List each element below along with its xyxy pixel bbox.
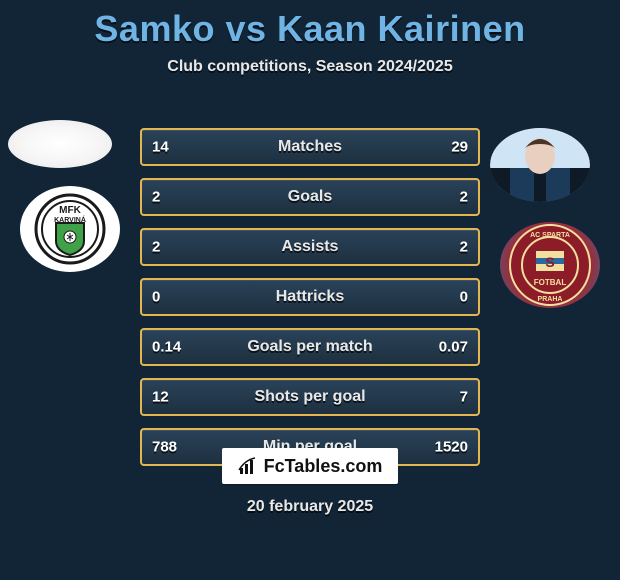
stat-right-value: 7: [460, 389, 468, 406]
stat-label: Goals: [142, 188, 478, 206]
page-subtitle: Club competitions, Season 2024/2025: [0, 58, 620, 76]
stat-label: Shots per goal: [142, 388, 478, 406]
stats-table: 14Matches292Goals22Assists20Hattricks00.…: [140, 128, 480, 478]
bar-chart-icon: [238, 456, 258, 476]
player-photo-icon: [490, 128, 590, 202]
stat-right-value: 0.07: [439, 339, 468, 356]
stat-row: 0Hattricks0: [140, 278, 480, 316]
svg-text:FOTBAL: FOTBAL: [534, 278, 567, 287]
svg-text:AC SPARTA: AC SPARTA: [530, 232, 570, 239]
sparta-praha-crest-icon: AC SPARTA PRAHA S FOTBAL: [508, 223, 592, 307]
stat-row: 2Goals2: [140, 178, 480, 216]
page-title: Samko vs Kaan Kairinen: [0, 8, 620, 50]
stat-right-value: 29: [451, 139, 468, 156]
stat-right-value: 2: [460, 239, 468, 256]
stat-label: Matches: [142, 138, 478, 156]
fctables-badge: FcTables.com: [222, 448, 398, 484]
mfk-karvina-crest-icon: MFK KARVINÁ: [34, 193, 106, 265]
fctables-text: FcTables.com: [264, 456, 383, 477]
stat-row: 2Assists2: [140, 228, 480, 266]
footer-logo: FcTables.com: [0, 448, 620, 484]
stat-label: Assists: [142, 238, 478, 256]
svg-text:S: S: [545, 254, 554, 270]
stat-label: Hattricks: [142, 288, 478, 306]
stat-row: 14Matches29: [140, 128, 480, 166]
footer-date: 20 february 2025: [0, 498, 620, 516]
svg-text:MFK: MFK: [59, 205, 81, 216]
stat-label: Goals per match: [142, 338, 478, 356]
stat-row: 12Shots per goal7: [140, 378, 480, 416]
player-left-avatar: [8, 120, 112, 168]
stat-right-value: 0: [460, 289, 468, 306]
club-right-crest: AC SPARTA PRAHA S FOTBAL: [500, 222, 600, 308]
stat-right-value: 2: [460, 189, 468, 206]
svg-text:PRAHA: PRAHA: [538, 296, 563, 303]
stat-row: 0.14Goals per match0.07: [140, 328, 480, 366]
player-right-avatar: [490, 128, 590, 202]
club-left-crest: MFK KARVINÁ: [20, 186, 120, 272]
svg-text:KARVINÁ: KARVINÁ: [54, 215, 86, 224]
